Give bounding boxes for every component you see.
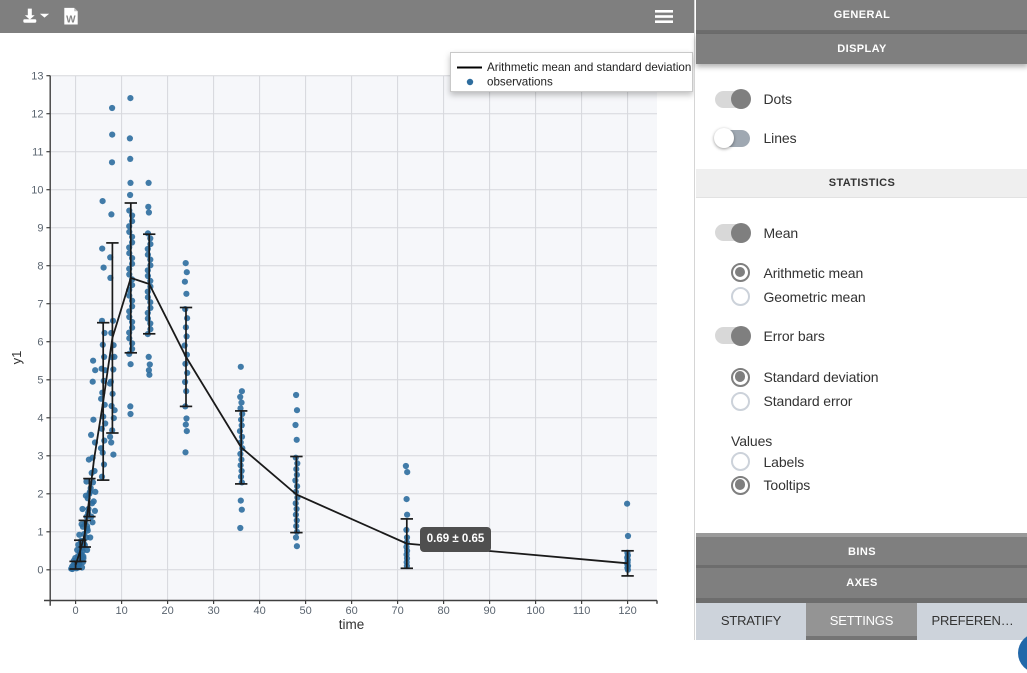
svg-text:8: 8 (37, 261, 43, 273)
svg-text:1: 1 (37, 527, 43, 539)
svg-text:5: 5 (37, 375, 43, 387)
svg-text:9: 9 (37, 223, 43, 235)
svg-text:13: 13 (31, 71, 43, 83)
svg-text:observations: observations (487, 76, 553, 89)
svg-text:10: 10 (115, 605, 127, 617)
svg-text:120: 120 (618, 605, 636, 617)
svg-text:40: 40 (253, 605, 265, 617)
svg-text:11: 11 (32, 147, 43, 159)
svg-text:50: 50 (299, 605, 311, 617)
svg-text:time: time (339, 617, 365, 632)
svg-text:6: 6 (37, 337, 43, 349)
svg-text:110: 110 (573, 605, 591, 617)
svg-text:100: 100 (526, 605, 544, 617)
svg-text:W: W (66, 14, 76, 25)
svg-text:y1: y1 (9, 351, 24, 365)
svg-text:4: 4 (37, 413, 43, 425)
svg-text:70: 70 (391, 605, 403, 617)
svg-text:2: 2 (37, 489, 43, 501)
svg-text:7: 7 (37, 299, 43, 311)
svg-text:0: 0 (73, 605, 79, 617)
svg-text:90: 90 (483, 605, 495, 617)
svg-text:80: 80 (437, 605, 449, 617)
svg-text:Arithmetic mean and standard d: Arithmetic mean and standard deviation (487, 61, 691, 74)
svg-text:30: 30 (207, 605, 219, 617)
svg-text:0: 0 (37, 565, 43, 577)
svg-text:20: 20 (161, 605, 173, 617)
svg-text:60: 60 (345, 605, 357, 617)
svg-text:3: 3 (37, 451, 43, 463)
svg-text:12: 12 (31, 109, 43, 121)
svg-text:10: 10 (31, 185, 43, 197)
